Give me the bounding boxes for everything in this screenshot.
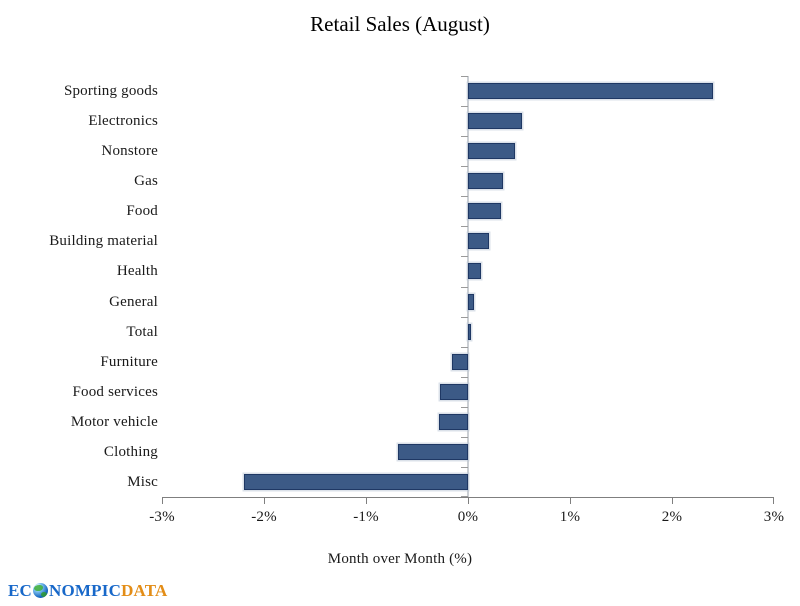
logo-text-data: DATA — [121, 581, 168, 600]
category-tick — [461, 136, 468, 137]
category-label-food-services: Food services — [72, 383, 158, 400]
category-tick — [461, 377, 468, 378]
bar-gas — [468, 173, 503, 190]
bar-general — [468, 293, 475, 310]
category-tick — [461, 407, 468, 408]
x-tick-3 — [773, 498, 774, 504]
chart-title: Retail Sales (August) — [310, 12, 490, 36]
x-tick-label-0: 0% — [457, 509, 479, 525]
bar-motor-vehicle — [439, 413, 468, 430]
bar-food-services — [440, 383, 468, 400]
x-tick-0 — [468, 498, 469, 504]
bar-clothing — [397, 443, 468, 460]
category-label-total: Total — [126, 323, 158, 340]
category-label-gas: Gas — [134, 173, 158, 190]
category-label-general: General — [109, 293, 158, 310]
bar-health — [468, 263, 482, 280]
bar-electronics — [468, 113, 523, 130]
bar-food — [468, 203, 501, 220]
category-label-food: Food — [126, 203, 158, 220]
category-label-sporting-goods: Sporting goods — [63, 83, 158, 100]
category-tick — [461, 317, 468, 318]
x-tick--1 — [366, 498, 367, 504]
x-tick--3 — [162, 498, 163, 504]
bar-total — [468, 323, 472, 340]
x-axis-line — [162, 497, 774, 498]
bar-sporting-goods — [468, 83, 713, 100]
x-tick-label--3: -3% — [149, 509, 175, 525]
bar-furniture — [451, 353, 468, 370]
logo-text-nompic: NOMPIC — [49, 581, 122, 600]
category-label-clothing: Clothing — [103, 443, 158, 460]
category-tick — [461, 226, 468, 227]
x-tick-label--1: -1% — [353, 509, 379, 525]
category-tick — [461, 496, 468, 497]
category-tick — [461, 437, 468, 438]
bar-misc — [243, 473, 468, 490]
x-tick-label-1: 1% — [559, 509, 581, 525]
x-tick-1 — [570, 498, 571, 504]
logo-text-ec: EC — [8, 581, 33, 600]
bar-nonstore — [468, 143, 515, 160]
x-axis-title: Month over Month (%) — [327, 551, 473, 567]
category-label-health: Health — [116, 263, 158, 280]
x-tick--2 — [264, 498, 265, 504]
category-label-electronics: Electronics — [88, 113, 158, 130]
category-label-building-material: Building material — [49, 233, 158, 250]
category-label-misc: Misc — [127, 473, 158, 490]
x-tick-2 — [672, 498, 673, 504]
bar-building-material — [468, 233, 490, 250]
x-tick-label--2: -2% — [251, 509, 277, 525]
category-tick — [461, 106, 468, 107]
x-tick-label-2: 2% — [661, 509, 683, 525]
category-label-nonstore: Nonstore — [101, 143, 158, 160]
category-tick — [461, 166, 468, 167]
category-label-motor-vehicle: Motor vehicle — [70, 413, 158, 430]
globe-icon — [33, 583, 49, 598]
category-tick — [461, 467, 468, 468]
plot-area: -3% -2% -1% 0% 1% 2% 3% — [149, 76, 784, 525]
category-tick — [461, 256, 468, 257]
zero-baseline — [467, 76, 469, 497]
category-label-furniture: Furniture — [100, 353, 158, 370]
category-tick — [461, 287, 468, 288]
econompic-logo: EC NOMPICDATA — [8, 581, 168, 601]
category-tick — [461, 76, 468, 77]
category-tick — [461, 347, 468, 348]
x-tick-label-3: 3% — [763, 509, 785, 525]
category-tick — [461, 196, 468, 197]
